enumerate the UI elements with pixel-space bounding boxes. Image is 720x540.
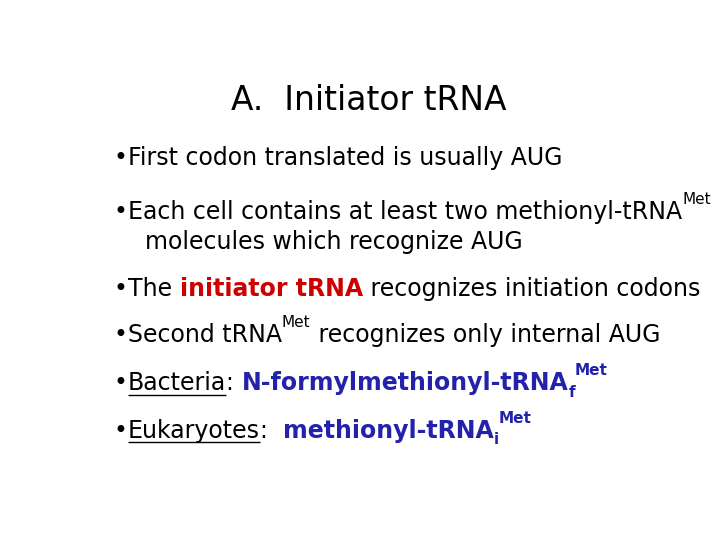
Text: •: • <box>114 418 128 443</box>
Text: i: i <box>494 433 499 447</box>
Text: Each cell contains at least two methionyl-tRNA: Each cell contains at least two methiony… <box>128 200 682 225</box>
Text: The: The <box>128 278 179 301</box>
Text: •: • <box>114 323 128 347</box>
Text: •: • <box>114 146 128 170</box>
Text: recognizes initiation codons: recognizes initiation codons <box>363 278 700 301</box>
Text: •: • <box>114 200 128 225</box>
Text: Eukaryotes: Eukaryotes <box>128 418 260 443</box>
Text: :: : <box>260 418 283 443</box>
Text: Second tRNA: Second tRNA <box>128 323 282 347</box>
Text: Bacteria: Bacteria <box>128 371 226 395</box>
Text: initiator tRNA: initiator tRNA <box>179 278 363 301</box>
Text: Met: Met <box>575 363 608 378</box>
Text: methionyl-tRNA: methionyl-tRNA <box>283 418 494 443</box>
Text: :: : <box>226 371 242 395</box>
Text: •: • <box>114 278 128 301</box>
Text: Met: Met <box>499 411 531 426</box>
Text: molecules which recognize AUG: molecules which recognize AUG <box>145 231 523 254</box>
Text: A.  Initiator tRNA: A. Initiator tRNA <box>231 84 507 117</box>
Text: •: • <box>114 371 128 395</box>
Text: N-formylmethionyl-tRNA: N-formylmethionyl-tRNA <box>242 371 568 395</box>
Text: Met: Met <box>682 192 711 207</box>
Text: recognizes only internal AUG: recognizes only internal AUG <box>310 323 660 347</box>
Text: Met: Met <box>282 315 310 330</box>
Text: f: f <box>568 384 575 400</box>
Text: First codon translated is usually AUG: First codon translated is usually AUG <box>128 146 562 170</box>
